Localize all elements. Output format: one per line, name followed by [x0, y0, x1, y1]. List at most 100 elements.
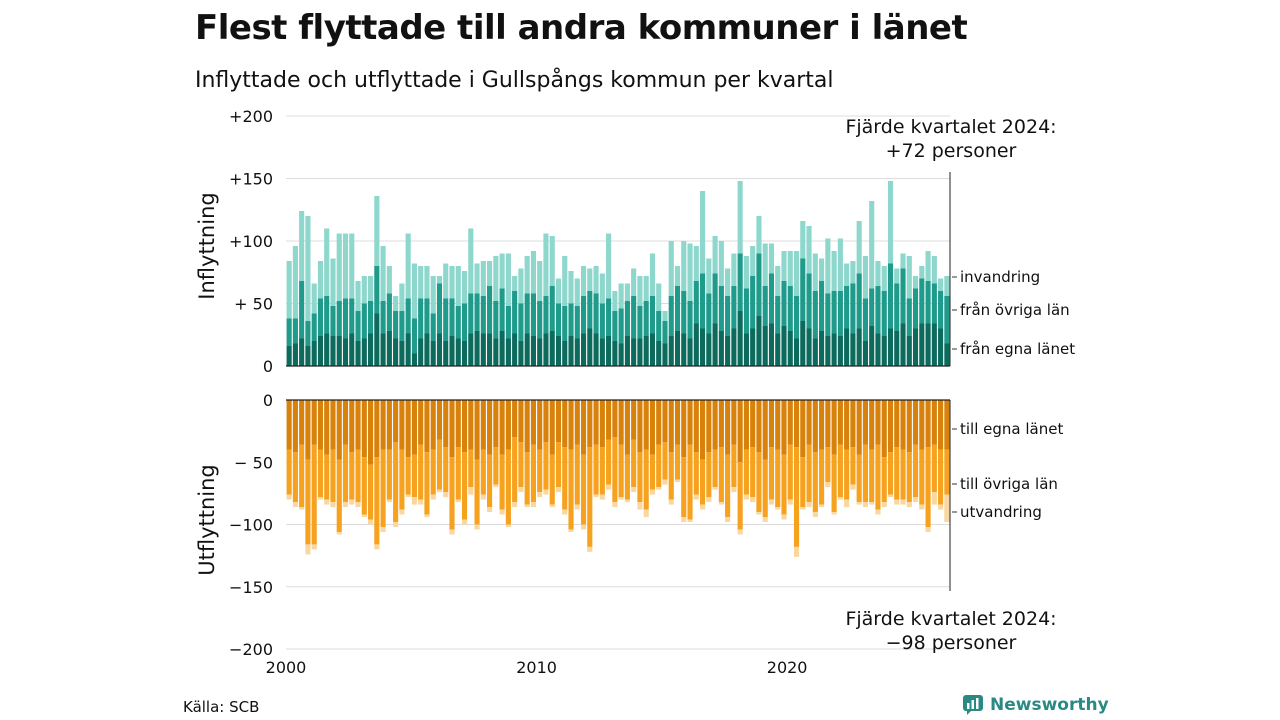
- outflow-bar: [850, 447, 856, 485]
- outflow-bar: [311, 400, 317, 445]
- inflow-bar: [624, 336, 630, 366]
- inflow-bar: [568, 336, 574, 366]
- inflow-bar: [731, 253, 737, 286]
- outflow-bar: [499, 454, 505, 510]
- inflow-bar: [631, 338, 637, 366]
- inflow-bar: [762, 243, 768, 286]
- outflow-bar: [455, 447, 461, 500]
- outflow-bar: [693, 494, 699, 500]
- inflow-bar: [336, 233, 342, 301]
- inflow-bar: [656, 283, 662, 311]
- inflow-bar: [562, 341, 568, 366]
- inflow-bar: [681, 333, 687, 366]
- inflow-bar: [662, 321, 668, 344]
- inflow-bar: [624, 301, 630, 336]
- inflow-bar: [524, 333, 530, 366]
- inflow-bar: [355, 311, 361, 341]
- outflow-bar: [806, 502, 812, 508]
- outflow-bar: [468, 487, 474, 495]
- inflow-bar: [706, 258, 712, 294]
- inflow-bar: [568, 271, 574, 304]
- outflow-bar: [831, 400, 837, 455]
- inflow-series-label: invandring: [960, 268, 1040, 286]
- outflow-bar: [631, 487, 637, 493]
- outflow-bar: [887, 400, 894, 453]
- outflow-bar: [587, 546, 593, 552]
- inflow-bar: [330, 258, 336, 306]
- inflow-bar: [574, 278, 580, 306]
- inflow-bar: [693, 323, 699, 366]
- outflow-bar: [317, 497, 324, 500]
- inflow-bar: [800, 221, 806, 259]
- outflow-bar: [424, 452, 430, 515]
- inflow-bar: [443, 263, 449, 299]
- inflow-bar: [699, 191, 706, 274]
- inflow-bar: [443, 298, 449, 341]
- inflow-bar: [894, 283, 900, 331]
- outflow-bar: [743, 449, 749, 495]
- inflow-bar: [424, 333, 430, 366]
- outflow-bar: [819, 400, 825, 450]
- outflow-bar: [574, 504, 580, 510]
- outflow-bar: [443, 492, 449, 498]
- inflow-bar: [681, 291, 687, 334]
- inflow-bar: [737, 311, 743, 366]
- inflow-bar: [430, 313, 436, 341]
- outflow-bar: [562, 447, 568, 510]
- outflow-bar: [317, 400, 324, 450]
- outflow-bar: [894, 400, 900, 448]
- inflow-bar: [718, 331, 724, 366]
- inflow-bar: [424, 266, 430, 299]
- outflow-bar: [324, 400, 330, 455]
- series-labels: från egna länet från övriga län invandring…: [952, 268, 1075, 521]
- inflow-bar: [938, 291, 944, 329]
- outflow-bar: [324, 499, 330, 505]
- outflow-bar: [768, 447, 775, 500]
- outflow-bar: [549, 504, 555, 508]
- outflow-bar: [292, 502, 298, 508]
- inflow-bar: [637, 276, 643, 306]
- outflow-bar: [756, 400, 762, 453]
- inflow-bar: [624, 283, 630, 301]
- inflow-bar: [712, 273, 718, 324]
- outflow-bar: [731, 444, 737, 488]
- outflow-bar: [367, 519, 374, 525]
- inflow-bar: [687, 338, 693, 366]
- inflow-bar: [887, 328, 894, 366]
- outflow-bar: [505, 400, 511, 450]
- inflow-bar: [493, 301, 499, 339]
- inflow-bar: [900, 268, 906, 324]
- outflow-bar: [330, 449, 336, 503]
- outflow-bar: [393, 522, 399, 527]
- outflow-bar: [718, 502, 724, 505]
- outflow-bar: [793, 400, 800, 448]
- inflow-bar: [643, 301, 649, 336]
- inflow-bar: [324, 333, 330, 366]
- outflow-bar: [837, 444, 843, 498]
- inflow-bar: [787, 331, 793, 366]
- inflow-bar: [418, 298, 424, 339]
- inflow-bar: [311, 341, 317, 366]
- outflow-bar: [336, 400, 342, 460]
- inflow-bar: [862, 298, 869, 341]
- inflow-bar: [812, 253, 818, 291]
- inflow-bar: [887, 263, 894, 329]
- outflow-bar: [436, 439, 443, 490]
- outflow-bar: [436, 489, 443, 493]
- outflow-bar: [455, 499, 461, 503]
- outflow-bar: [587, 447, 593, 547]
- outflow-bar: [455, 400, 461, 448]
- inflow-bar: [768, 243, 775, 274]
- outflow-bar: [386, 400, 392, 450]
- outflow-bar: [912, 497, 919, 503]
- inflow-bar: [881, 336, 887, 366]
- outflow-bar: [468, 449, 474, 488]
- inflow-bar: [837, 291, 843, 336]
- inflow-bar: [411, 353, 417, 366]
- outflow-bar: [593, 444, 599, 495]
- outflow-bar: [856, 400, 862, 455]
- inflow-bar: [555, 303, 562, 336]
- inflow-bar: [881, 291, 887, 336]
- brand-logo[interactable]: Newsworthy: [962, 694, 1109, 716]
- inflow-bar: [493, 256, 499, 301]
